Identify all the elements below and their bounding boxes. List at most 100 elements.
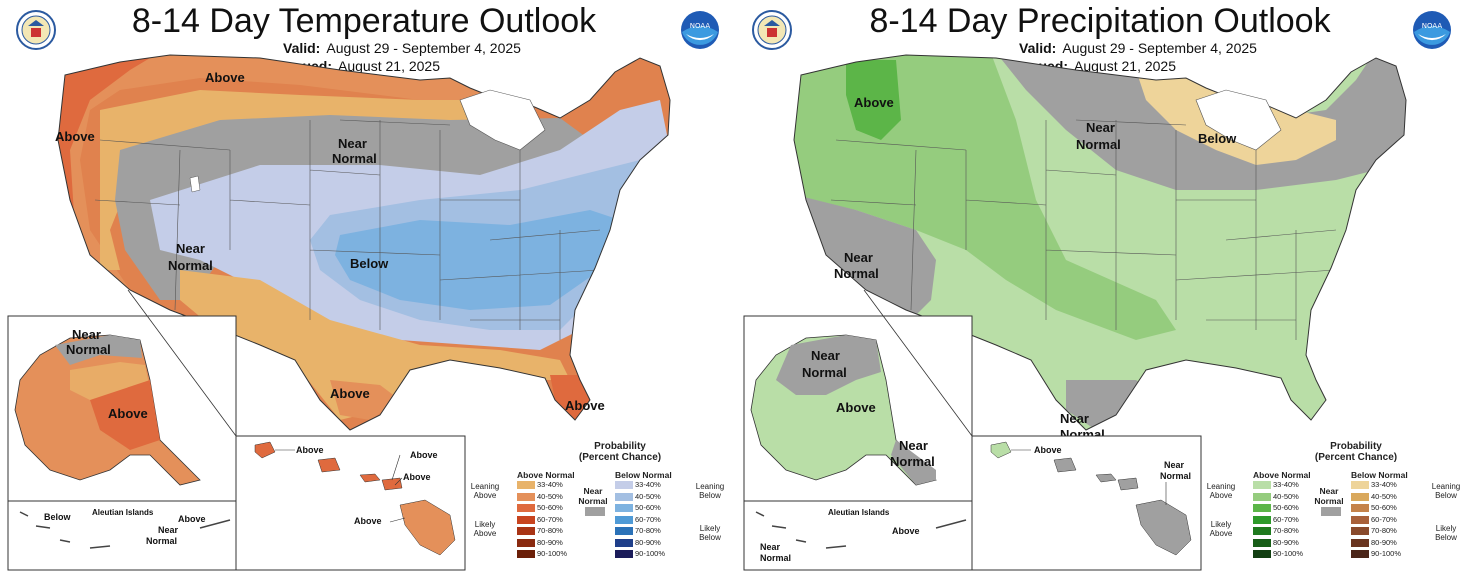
- aleutian-normal: Normal: [146, 536, 177, 546]
- precipitation-map: Above Near Normal Below Near Normal Near…: [743, 54, 1407, 571]
- valid-dates: Valid: August 29 - September 4, 2025: [283, 40, 521, 56]
- aleutian-normal: Normal: [760, 553, 791, 563]
- legend-below-range: 50-60%: [1371, 503, 1397, 512]
- legend-below-swatch: [1351, 481, 1369, 489]
- legend-likely-below: Likely Below: [1435, 524, 1457, 542]
- hi-above-1: Above: [296, 445, 324, 455]
- label-below-gl: Below: [1198, 131, 1237, 146]
- legend-below-swatch: [1351, 515, 1369, 524]
- aleutian-above: Above: [178, 514, 206, 524]
- legend-leaning-above: Leaning Above: [1206, 482, 1236, 500]
- legend-below-swatch: [1351, 550, 1369, 558]
- legend-below-range: 80-90%: [1371, 537, 1397, 547]
- great-lakes: [459, 89, 546, 151]
- legend-below-range: 50-60%: [635, 503, 661, 512]
- legend-below-range: 80-90%: [635, 537, 661, 547]
- legend-below-header: Below Normal: [1351, 470, 1408, 480]
- legend-leaning-below: Leaning Below: [695, 482, 725, 500]
- legend-below-swatch: [1351, 504, 1369, 512]
- legend-above-range: 40-50%: [537, 491, 563, 501]
- ak-label-normal: Normal: [66, 342, 111, 357]
- legend-above-range: 80-90%: [1273, 537, 1299, 547]
- legend-above-range: 70-80%: [537, 526, 563, 535]
- label-near-sw: Near: [844, 250, 873, 265]
- legend-below-range: 70-80%: [635, 526, 661, 535]
- alaska-inset: Near Normal Above Near Normal Aleutian I…: [743, 289, 973, 571]
- legend-near-swatch: [1321, 507, 1341, 516]
- legend-below-header: Below Normal: [615, 470, 672, 480]
- legend-below-swatch: [615, 492, 633, 501]
- temperature-map: Above Above Near Normal Near Normal Belo…: [7, 54, 671, 571]
- doc-seal-icon: [16, 10, 56, 50]
- legend-likely-below: Likely Below: [699, 524, 721, 542]
- legend-subtitle: (Percent Chance): [1314, 452, 1398, 463]
- legend-above-swatch: [1253, 492, 1271, 501]
- legend-above-swatch: [517, 538, 535, 547]
- hi-near: Near: [1164, 460, 1185, 470]
- ak-label-near: Near: [811, 348, 840, 363]
- legend-above-range: 90-100%: [1273, 549, 1304, 558]
- legend-above-range: 60-70%: [1273, 514, 1299, 524]
- legend-above-range: 33-40%: [537, 480, 563, 489]
- legend-below-swatch: [1351, 527, 1369, 535]
- label-near-tx: Near: [1060, 411, 1089, 426]
- legend-below-range: 40-50%: [1371, 491, 1397, 501]
- temperature-outlook-panel: NOAA 8-14 Day Temperature Outlook Valid:…: [0, 0, 728, 571]
- legend-above-swatch: [517, 481, 535, 489]
- aleutian-title: Aleutian Islands: [828, 508, 890, 517]
- hi-above: Above: [1034, 445, 1062, 455]
- great-lakes: [1195, 89, 1282, 151]
- label-above-nw: Above: [854, 95, 894, 110]
- hi-above-3: Above: [403, 472, 431, 482]
- legend-near-swatch: [585, 507, 605, 516]
- legend-above-range: 33-40%: [1273, 480, 1299, 489]
- aleutian-near: Near: [760, 542, 781, 552]
- hi-above-4: Above: [354, 516, 382, 526]
- legend-above-swatch: [1253, 481, 1271, 489]
- page-title: 8-14 Day Precipitation Outlook: [869, 2, 1331, 40]
- ak-label-near: Near: [72, 327, 101, 342]
- legend-above-swatch: [517, 527, 535, 535]
- legend-below-swatch: [1351, 538, 1369, 547]
- legend-below-swatch: [615, 550, 633, 558]
- legend-above-swatch: [1253, 515, 1271, 524]
- alaska-inset: Near Normal Above Aleutian Islands Below…: [7, 289, 237, 571]
- legend-above-header: Above Normal: [517, 470, 575, 480]
- label-normal-sw: Normal: [834, 266, 879, 281]
- precipitation-outlook-panel: NOAA 8-14 Day Precipitation Outlook Vali…: [736, 0, 1464, 571]
- legend-above-swatch: [517, 550, 535, 558]
- legend-below-range: 33-40%: [635, 480, 661, 489]
- legend-above-range: 50-60%: [537, 503, 563, 512]
- hawaii-inset: Above Near Normal: [971, 435, 1202, 571]
- label-normal-sw: Normal: [168, 258, 213, 273]
- legend-likely-above: Likely Above: [1209, 520, 1233, 538]
- legend-above-swatch: [517, 492, 535, 501]
- valid-dates: Valid: August 29 - September 4, 2025: [1019, 40, 1257, 56]
- legend-above-swatch: [517, 515, 535, 524]
- legend-above-range: 60-70%: [537, 514, 563, 524]
- legend-above-range: 80-90%: [537, 537, 563, 547]
- label-above-west: Above: [55, 129, 95, 144]
- legend-below-swatch: [615, 527, 633, 535]
- legend-above-swatch: [1253, 538, 1271, 547]
- legend-title: Probability: [1330, 441, 1382, 452]
- legend-below-swatch: [615, 481, 633, 489]
- hi-above-2: Above: [410, 450, 438, 460]
- legend-below-range: 90-100%: [1371, 549, 1402, 558]
- ak-label-above: Above: [108, 406, 148, 421]
- legend-above-header: Above Normal: [1253, 470, 1311, 480]
- legend-below-range: 70-80%: [1371, 526, 1397, 535]
- label-above-texas: Above: [330, 386, 370, 401]
- label-above-florida: Above: [565, 398, 605, 413]
- legend-subtitle: (Percent Chance): [578, 452, 662, 463]
- legend-below-swatch: [615, 515, 633, 524]
- doc-seal-icon: [752, 10, 792, 50]
- label-below: Below: [350, 256, 389, 271]
- legend-below-range: 33-40%: [1371, 480, 1397, 489]
- temperature-legend: Probability (Percent Chance) Above Normal…: [465, 440, 725, 570]
- ak-label-normal: Normal: [802, 365, 847, 380]
- legend-above-swatch: [1253, 504, 1271, 512]
- legend-above-range: 50-60%: [1273, 503, 1299, 512]
- legend-below-swatch: [1351, 492, 1369, 501]
- aleutian-above: Above: [892, 526, 920, 536]
